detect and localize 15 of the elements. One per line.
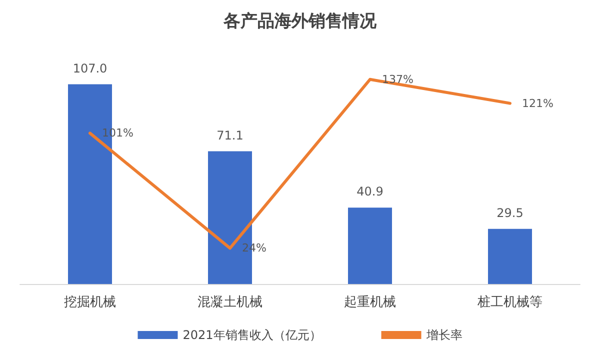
x-tick-label: 混凝土机械 bbox=[198, 295, 262, 310]
data-label: 137% bbox=[382, 72, 414, 86]
data-label: 29.5 bbox=[496, 206, 524, 220]
x-tick-label: 挖掘机械 bbox=[64, 295, 116, 310]
x-tick-label: 桩工机械等 bbox=[476, 295, 542, 310]
x-tick-label: 起重机械 bbox=[344, 295, 396, 310]
data-label: 71.1 bbox=[216, 128, 244, 142]
data-label: 107.0 bbox=[72, 61, 108, 76]
bar bbox=[348, 208, 392, 284]
data-label: 40.9 bbox=[356, 184, 384, 199]
bar bbox=[488, 228, 532, 284]
data-label: 121% bbox=[522, 96, 554, 110]
legend-label: 增长率 bbox=[425, 328, 462, 342]
legend-label: 2021年销售收入（亿元） bbox=[182, 328, 322, 342]
chart-title: 各产品海外销售情况 bbox=[222, 12, 378, 32]
